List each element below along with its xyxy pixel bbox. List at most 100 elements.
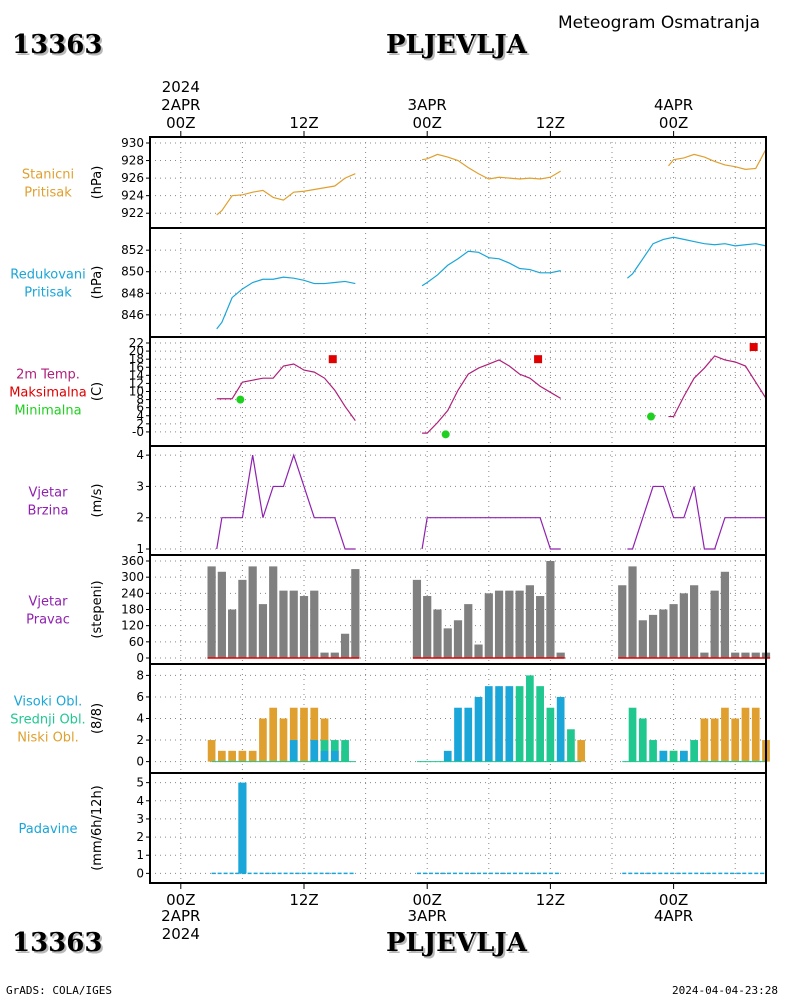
tmax-marker	[328, 355, 337, 364]
direction-bar	[556, 652, 565, 658]
direction-bar	[238, 579, 247, 658]
y-tick-label: 6	[136, 690, 144, 704]
direction-bar	[330, 652, 339, 658]
y-tick-label: 16	[129, 360, 144, 374]
y-tick-label: 1	[136, 848, 144, 862]
direction-bar	[207, 566, 216, 658]
y-tick-label: 926	[121, 171, 144, 185]
y-tick-label: 0	[136, 651, 144, 665]
x-tick-label-bottom: 00Z	[413, 891, 442, 909]
direction-bar	[474, 644, 483, 658]
y-tick-label: 922	[121, 206, 144, 220]
direction-bar	[648, 614, 658, 658]
station-name-top: PLJEVLJA	[386, 30, 527, 60]
tmin-marker	[647, 412, 656, 421]
panel-label: Vjetar	[29, 595, 69, 610]
low-cloud-bar	[721, 707, 729, 762]
high-cloud-bar	[310, 740, 319, 762]
mid-cloud-bar	[669, 750, 678, 762]
y-tick-label: 846	[121, 308, 144, 322]
high-cloud-bar	[330, 750, 339, 762]
direction-bar	[351, 569, 360, 658]
high-cloud-bar	[659, 750, 668, 762]
low-cloud-bar	[710, 718, 719, 762]
day-label-top: 2APR	[161, 96, 200, 114]
direction-bar	[494, 590, 504, 658]
panel-wind_direction: 0 60 120 180 240 300 360 (stepeni) Vjetar Pravac	[26, 554, 771, 665]
direction-bar	[536, 596, 545, 658]
meteogram-subtitle: Meteogram Osmatranja	[558, 13, 761, 33]
day-label-bottom: 3APR	[408, 907, 447, 925]
y-tick-label: 848	[121, 286, 144, 300]
tmin-marker	[441, 430, 450, 439]
direction-bar	[248, 566, 257, 658]
tmax-marker	[749, 343, 758, 352]
direction-bar	[320, 652, 329, 658]
mid-cloud-bar	[546, 707, 555, 762]
high-cloud-bar	[289, 740, 298, 762]
direction-bar	[505, 590, 514, 658]
direction-bar	[741, 652, 750, 658]
mid-cloud-bar	[515, 686, 524, 762]
y-tick-label: 928	[121, 154, 144, 168]
x-tick-label-top: 12Z	[536, 114, 565, 132]
y-tick-label: 10	[129, 385, 144, 399]
panel-wind_speed: 1 2 3 4 (m/s) Vjetar Brzina	[28, 445, 767, 556]
low-cloud-bar	[228, 750, 236, 762]
year-label-top: 2024	[162, 78, 200, 96]
low-cloud-bar	[751, 707, 760, 762]
wind_speed-line	[216, 453, 356, 550]
y-tick-label: 0	[136, 866, 144, 880]
high-cloud-bar	[484, 686, 493, 762]
panel-label: Maksimalna	[9, 386, 87, 401]
direction-bar	[453, 620, 463, 658]
y-tick-label: 2	[136, 830, 144, 844]
direction-bar	[618, 585, 627, 658]
tmin-marker	[236, 395, 245, 404]
y-tick-label: 2	[136, 417, 144, 431]
reduced_pressure-line	[421, 250, 561, 287]
y-tick-label: 2	[136, 511, 144, 525]
direction-bar	[710, 590, 719, 658]
direction-bar	[258, 604, 268, 658]
direction-bar	[217, 571, 226, 658]
direction-bar	[279, 590, 288, 658]
panel-label: Brzina	[28, 504, 69, 519]
low-cloud-bar	[300, 707, 308, 762]
x-tick-label-bottom: 00Z	[659, 891, 688, 909]
panel-label: Pritisak	[24, 286, 72, 301]
generation-timestamp: 2024-04-04-23:28	[672, 984, 778, 997]
direction-bar	[228, 609, 237, 658]
station-name-bottom: PLJEVLJA	[386, 928, 527, 958]
day-label-bottom: 4APR	[654, 907, 693, 925]
y-tick-label: 6	[136, 401, 144, 415]
station-id-top: 13363	[12, 30, 103, 60]
panel-frame	[149, 772, 767, 884]
x-tick-label-top: 00Z	[166, 114, 195, 132]
low-cloud-bar	[289, 707, 298, 762]
panel-label: Pritisak	[24, 186, 72, 201]
direction-bar	[731, 652, 740, 658]
high-cloud-bar	[505, 686, 514, 762]
low-cloud-bar	[279, 718, 288, 762]
panel-clouds: 0 2 4 6 8 (8/8) Visoki Obl. Srednji Obl. Niski O…	[10, 663, 770, 774]
direction-bar	[659, 609, 668, 658]
unit-label: (C)	[90, 382, 105, 401]
y-tick-label: 5	[136, 776, 144, 790]
mid-cloud-bar	[567, 729, 575, 762]
low-cloud-bar	[269, 707, 278, 762]
y-tick-label: 12	[129, 376, 144, 390]
panel-label: 2m Temp.	[16, 368, 80, 383]
direction-bar	[423, 596, 432, 658]
panel-label: Redukovani	[10, 268, 85, 283]
panel-station_pressure: 922 924 926 928 930 (hPa) Stanicni Pritisak	[22, 136, 767, 229]
y-tick-label: 4	[136, 712, 144, 726]
direction-bar	[289, 590, 298, 658]
y-tick-label: 930	[121, 136, 144, 150]
direction-bar	[299, 596, 309, 658]
mid-cloud-bar	[628, 707, 637, 762]
panel-label: Stanicni	[22, 168, 74, 183]
low-cloud-bar	[310, 707, 319, 762]
